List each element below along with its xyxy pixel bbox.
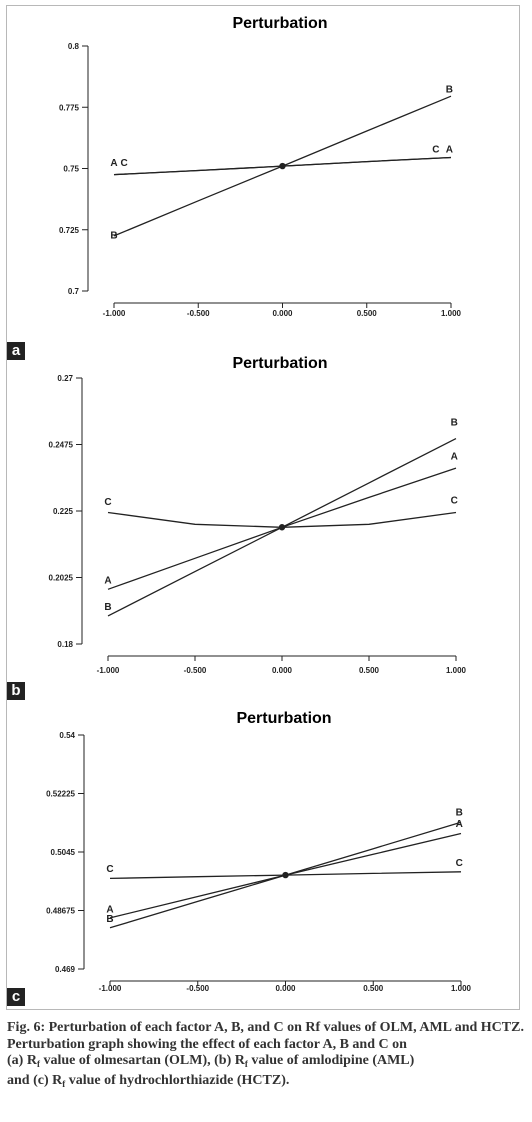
- caption-title: Fig. 6: Perturbation of each factor A, B…: [7, 1020, 524, 1035]
- reference-point: [282, 871, 289, 879]
- y-tick-label: 0.75: [63, 165, 79, 174]
- panel-letter-b: b: [7, 682, 25, 700]
- series-label-a: A: [104, 575, 111, 586]
- caption-text: and (c) R: [7, 1072, 63, 1088]
- x-tick-label: -1.000: [103, 309, 126, 318]
- series-label-a: A: [106, 904, 113, 915]
- x-tick-label: -1.000: [99, 984, 122, 993]
- panel-letter-a: a: [7, 342, 25, 360]
- x-tick-label: 0.000: [275, 984, 296, 993]
- x-tick-label: 1.000: [446, 666, 467, 675]
- series-label-c: C: [456, 858, 463, 869]
- caption-subscript: f: [62, 1078, 66, 1089]
- series-label-a: A: [451, 451, 458, 462]
- chart-c-title: Perturbation: [236, 710, 331, 727]
- panel-letter-c: c: [7, 988, 25, 1006]
- series-label-a: A: [110, 158, 117, 169]
- x-tick-label: 0.500: [359, 666, 380, 675]
- caption-line-2: (a) Rf value of olmesartan (OLM), (b) Rf…: [7, 1053, 527, 1073]
- y-tick-label: 0.48675: [46, 907, 75, 916]
- x-tick-label: 1.000: [451, 984, 472, 993]
- panel-c: Perturbation 0.469 0.48675 0.5045 0.52225 0.…: [0, 705, 532, 1005]
- x-tick-label: -0.500: [184, 666, 207, 675]
- y-tick-label: 0.54: [59, 731, 75, 740]
- reference-point: [279, 162, 286, 170]
- series-label-c: C: [432, 145, 439, 156]
- series-label-b: B: [104, 602, 111, 613]
- y-tick-label: 0.27: [57, 374, 73, 383]
- reference-point: [278, 524, 286, 531]
- x-tick-label: -1.000: [97, 666, 120, 675]
- x-tick-label: 0.000: [272, 309, 293, 318]
- y-tick-label: 0.8: [68, 42, 80, 51]
- caption-text: (a) R: [7, 1053, 37, 1068]
- caption-text: value of olmesartan (OLM), (b) R: [39, 1053, 245, 1068]
- x-tick-label: 0.500: [357, 309, 378, 318]
- caption-subscript: f: [244, 1059, 248, 1069]
- caption-subscript: f: [36, 1059, 40, 1069]
- y-tick-label: 0.52225: [46, 790, 75, 799]
- caption-line-3: and (c) Rf value of hydrochlorthiazide (…: [7, 1073, 527, 1093]
- chart-c-svg: Perturbation 0.469 0.48675 0.5045 0.52225 0.…: [46, 710, 472, 993]
- figure-caption: Fig. 6: Perturbation of each factor A, B…: [7, 1020, 527, 1092]
- caption-text: value of amlodipine (AML): [247, 1053, 415, 1068]
- chart-b-title: Perturbation: [232, 355, 327, 372]
- y-tick-label: 0.5045: [51, 848, 76, 857]
- series-label-b: B: [456, 808, 463, 819]
- y-tick-label: 0.725: [59, 226, 80, 235]
- y-tick-label: 0.7: [68, 287, 80, 296]
- series-label-c: C: [451, 496, 458, 507]
- caption-text: value of hydrochlorthiazide (HCTZ).: [65, 1072, 290, 1088]
- x-tick-label: 1.000: [441, 309, 462, 318]
- x-tick-label: 0.000: [272, 666, 293, 675]
- y-tick-label: 0.2475: [49, 441, 74, 450]
- figure-frame: [6, 5, 520, 1010]
- y-tick-label: 0.2025: [49, 574, 74, 583]
- y-tick-label: 0.469: [55, 965, 76, 974]
- series-label-a: A: [456, 819, 463, 830]
- x-tick-label: -0.500: [187, 309, 210, 318]
- x-tick-label: -0.500: [186, 984, 209, 993]
- chart-b-svg: Perturbation 0.18 0.2025 0.225 0.2475 0.27 -1…: [49, 355, 467, 675]
- series-label-c: C: [104, 497, 111, 508]
- chart-a-title: Perturbation: [232, 15, 327, 32]
- series-label-b: B: [451, 417, 458, 428]
- y-tick-label: 0.18: [57, 640, 73, 649]
- x-tick-label: 0.500: [363, 984, 384, 993]
- series-label-c: C: [106, 864, 113, 875]
- chart-a-svg: Perturbation 0.7 0.725 0.75 0.775 0.8 -1.000 -…: [59, 15, 462, 318]
- series-label-b: B: [446, 85, 453, 96]
- y-tick-label: 0.225: [53, 507, 74, 516]
- caption-line-1: Perturbation graph showing the effect of…: [7, 1036, 407, 1052]
- series-label-b: B: [110, 230, 117, 241]
- panel-b: Perturbation 0.18 0.2025 0.225 0.2475 0.27 -1…: [0, 350, 532, 690]
- series-label-b: B: [106, 914, 113, 925]
- series-label-c: C: [120, 158, 127, 169]
- y-tick-label: 0.775: [59, 103, 80, 112]
- panel-a: Perturbation 0.7 0.725 0.75 0.775 0.8 -1.000 -…: [0, 8, 532, 338]
- series-label-a: A: [446, 145, 453, 156]
